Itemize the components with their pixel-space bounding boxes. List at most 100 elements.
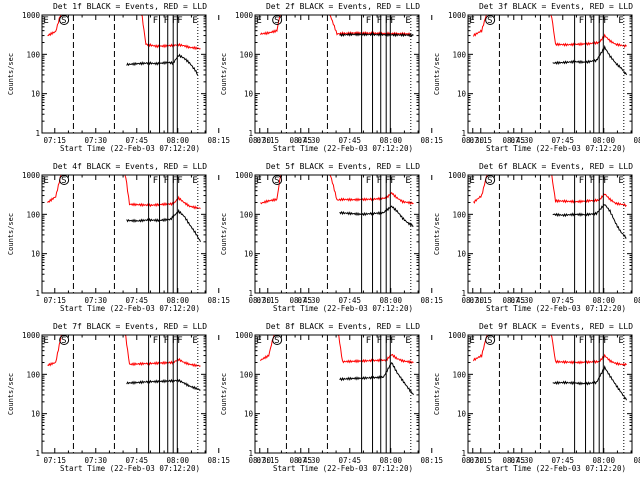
events-series-line	[552, 44, 627, 76]
x-axis-label: Start Time (22-Feb-03 07:12:20)	[60, 464, 200, 473]
interval-flag-label: F	[598, 16, 603, 26]
panel-title: Det 4f BLACK = Events, RED = LLD	[53, 162, 207, 171]
interval-flag-label: F	[177, 16, 182, 26]
interval-flag-label: E	[469, 176, 474, 186]
x-tick-label: 08:30	[248, 456, 271, 465]
lld-series-line	[473, 15, 627, 49]
plot-area	[473, 335, 627, 401]
y-tick-label: 1000	[235, 171, 254, 180]
y-tick-label: 1	[248, 289, 253, 298]
interval-flag-label: F	[164, 336, 169, 346]
y-tick-label: 1000	[448, 331, 467, 340]
plot-area	[260, 335, 414, 396]
x-tick-label: 08:30	[461, 136, 484, 145]
x-axis-label: Start Time (22-Feb-03 07:12:20)	[486, 144, 626, 153]
x-tick-label: 07:45	[551, 136, 574, 145]
interval-flag-label: F	[172, 16, 177, 26]
plot-area	[47, 175, 201, 243]
interval-flag-label: S	[61, 336, 66, 346]
interval-flag-label: F	[390, 16, 395, 26]
interval-flag-label: F	[164, 176, 169, 186]
y-axis-label: Counts/sec	[433, 213, 441, 255]
events-series-line	[126, 53, 199, 76]
interval-flag-label: S	[61, 16, 66, 26]
plot-area	[47, 335, 201, 391]
x-tick-label: 08:00	[379, 136, 402, 145]
events-series-line	[126, 208, 201, 243]
x-tick-label: 07:45	[125, 296, 148, 305]
y-tick-label: 100	[26, 370, 40, 379]
interval-flag-label: F	[603, 16, 608, 26]
interval-flag-label: F	[177, 336, 182, 346]
panel-title: Det 8f BLACK = Events, RED = LLD	[266, 322, 420, 331]
interval-flag-label: F	[590, 16, 595, 26]
x-tick-label: 08:45	[289, 456, 312, 465]
panel-title: Det 2f BLACK = Events, RED = LLD	[266, 2, 420, 11]
interval-flag-label: E	[405, 16, 410, 26]
panel-title: Det 3f BLACK = Events, RED = LLD	[479, 2, 633, 11]
x-tick-label: 08:45	[289, 296, 312, 305]
x-tick-label: 08:30	[248, 136, 271, 145]
y-tick-label: 10	[244, 410, 254, 419]
interval-flag-label: F	[153, 176, 158, 186]
x-tick-label: 08:00	[166, 296, 189, 305]
y-tick-label: 100	[452, 370, 466, 379]
interval-flag-label: F	[590, 336, 595, 346]
detector-panel: Det 5f BLACK = Events, RED = LLD Start Ti…	[220, 162, 525, 313]
x-tick-label: 07:15	[469, 296, 492, 305]
lld-series-line	[260, 175, 414, 206]
x-tick-label: 07:30	[297, 136, 320, 145]
y-tick-label: 100	[239, 370, 253, 379]
y-tick-label: 10	[244, 90, 254, 99]
interval-flag-label: F	[598, 176, 603, 186]
x-tick-label: 07:15	[43, 136, 66, 145]
plot-frame	[41, 334, 207, 454]
x-tick-label: 07:30	[84, 456, 107, 465]
plot-frame	[467, 174, 633, 294]
x-tick-label: 08:00	[379, 296, 402, 305]
x-tick-label: 08:30	[461, 456, 484, 465]
y-tick-label: 1000	[22, 171, 41, 180]
y-tick-label: 10	[31, 250, 41, 259]
x-tick-label: 07:45	[338, 456, 361, 465]
plot-frame	[41, 174, 207, 294]
x-tick-label: 07:45	[125, 136, 148, 145]
plot-frame	[467, 14, 633, 134]
x-tick-label: 08:00	[166, 136, 189, 145]
interval-flag-label: F	[377, 16, 382, 26]
x-tick-label: 08:45	[289, 136, 312, 145]
x-axis-label: Start Time (22-Feb-03 07:12:20)	[273, 464, 413, 473]
detector-panel: Det 6f BLACK = Events, RED = LLD Start Ti…	[433, 162, 640, 313]
y-axis-label: Counts/sec	[7, 53, 15, 95]
interval-flag-label: F	[390, 336, 395, 346]
interval-flag-label: F	[598, 336, 603, 346]
x-tick-label: 08:15	[633, 136, 640, 145]
x-tick-label: 07:45	[551, 296, 574, 305]
x-tick-label: 07:30	[297, 456, 320, 465]
x-tick-label: 08:15	[633, 456, 640, 465]
interval-flag-label: E	[618, 16, 623, 26]
x-tick-label: 07:15	[256, 296, 279, 305]
x-axis-label: Start Time (22-Feb-03 07:12:20)	[60, 144, 200, 153]
interval-flag-label: F	[579, 336, 584, 346]
x-tick-label: 08:15	[420, 296, 443, 305]
x-tick-label: 07:30	[84, 136, 107, 145]
detector-panel: Det 3f BLACK = Events, RED = LLD Start Ti…	[433, 2, 640, 153]
events-series-line	[339, 32, 414, 38]
y-axis-label: Counts/sec	[433, 373, 441, 415]
events-series-line	[339, 362, 414, 396]
detector-panel: Det 7f BLACK = Events, RED = LLD Start Ti…	[7, 322, 312, 473]
detector-panel: Det 2f BLACK = Events, RED = LLD Start Ti…	[220, 2, 525, 153]
y-tick-label: 10	[457, 90, 467, 99]
plot-area	[47, 15, 201, 76]
interval-flag-label: S	[274, 176, 279, 186]
x-tick-label: 08:15	[420, 456, 443, 465]
y-tick-label: 100	[452, 50, 466, 59]
y-tick-label: 1	[461, 129, 466, 138]
y-tick-label: 10	[31, 410, 41, 419]
lld-series-line	[47, 175, 201, 210]
x-tick-label: 07:30	[510, 296, 533, 305]
interval-flag-label: E	[469, 336, 474, 346]
interval-flag-label: E	[43, 176, 48, 186]
x-tick-label: 08:30	[248, 296, 271, 305]
